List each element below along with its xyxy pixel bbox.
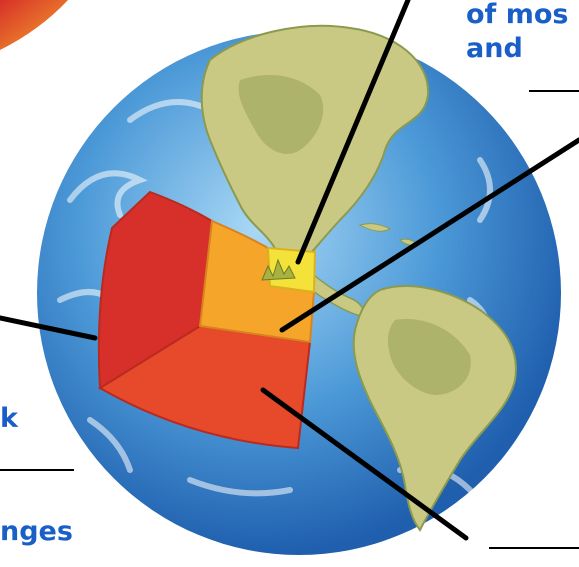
south-america-landmass [352, 285, 517, 532]
leader-line-crust [295, 0, 411, 265]
label-bottom-left: nges [0, 516, 73, 547]
earth-cutaway-wedge [97, 190, 317, 450]
corner-cutaway-fragment [0, 0, 68, 50]
layer-lower-mantle [97, 190, 214, 390]
leader-lines [0, 0, 579, 541]
layer-upper-mantle [198, 219, 316, 344]
label-underlines [0, 90, 579, 549]
label-top-right-line2: and [466, 33, 523, 64]
label-top-right-line1: of mos [466, 0, 569, 30]
label-left-fragment: k [0, 403, 18, 434]
leader-line-outer-core [260, 387, 469, 541]
south-america-shading [387, 319, 471, 395]
crust-surface-mountains [261, 258, 296, 281]
north-america-shading [238, 75, 324, 154]
leader-line-lower-mantle [0, 315, 98, 341]
leader-line-upper-mantle [279, 137, 579, 333]
